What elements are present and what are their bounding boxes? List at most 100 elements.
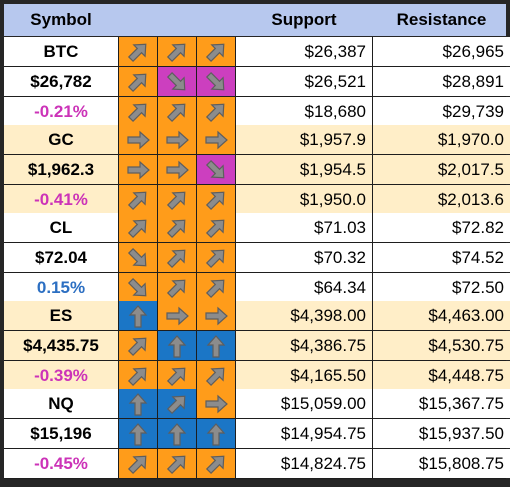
resistance-value: $2,017.5	[373, 155, 510, 184]
arrow-right-icon	[202, 302, 230, 330]
arrow-diag-up-icon	[202, 450, 230, 478]
arrow-right-icon	[163, 156, 191, 184]
support-value: $26,387	[236, 37, 372, 66]
resistance-value: $15,367.75	[373, 389, 510, 418]
last-price: $1,962.3	[4, 155, 118, 184]
trend-cell	[158, 185, 196, 214]
arrow-diag-up-icon	[124, 186, 152, 214]
trend-cell	[119, 449, 157, 478]
arrow-up-icon	[163, 332, 191, 360]
trend-cell	[158, 273, 196, 302]
header-trend-2	[158, 4, 196, 36]
support-value: $70.32	[236, 243, 372, 272]
symbol-group-nq: NQ $15,059.00 $15,367.75 $15,196 $14,954.75 $…	[4, 389, 510, 479]
symbol-group-es: ES $4,398.00 $4,463.00 $4,435.75 $4,386.75 $4…	[4, 301, 510, 391]
trend-cell	[197, 67, 235, 96]
trend-cell	[119, 331, 157, 360]
trend-cell	[197, 185, 235, 214]
arrow-diag-down-icon	[124, 274, 152, 302]
trend-cell	[158, 301, 196, 330]
symbol-group-btc: BTC $26,387 $26,965 $26,782 $26,521 $28,891 -0…	[4, 37, 510, 127]
header-trend-1	[119, 4, 157, 36]
arrow-up-icon	[202, 420, 230, 448]
arrow-diag-up-icon	[202, 214, 230, 242]
percent-change: -0.45%	[4, 449, 118, 478]
trend-cell	[158, 67, 196, 96]
support-value: $4,165.50	[236, 361, 372, 390]
trend-cell	[197, 449, 235, 478]
arrow-diag-up-icon	[202, 38, 230, 66]
trend-cell	[197, 301, 235, 330]
symbol-group-gc: GC $1,957.9 $1,970.0 $1,962.3 $1,954.5 $2,017…	[4, 125, 510, 215]
symbol-name: BTC	[4, 37, 118, 66]
support-value: $71.03	[236, 213, 372, 242]
support-value: $14,824.75	[236, 449, 372, 478]
resistance-value: $29,739	[373, 97, 510, 126]
support-value: $18,680	[236, 97, 372, 126]
trend-cell	[158, 361, 196, 390]
resistance-value: $15,937.50	[373, 419, 510, 448]
trend-cell	[197, 213, 235, 242]
resistance-value: $28,891	[373, 67, 510, 96]
header-trend-3	[197, 4, 235, 36]
percent-change: -0.21%	[4, 97, 118, 126]
header-support: Support	[271, 10, 337, 29]
last-price: $72.04	[4, 243, 118, 272]
arrow-diag-up-icon	[124, 332, 152, 360]
trend-cell	[197, 419, 235, 448]
resistance-value: $4,463.00	[373, 301, 510, 330]
trend-cell	[158, 243, 196, 272]
arrow-diag-up-icon	[202, 244, 230, 272]
arrow-diag-up-icon	[202, 274, 230, 302]
trend-cell	[158, 389, 196, 418]
resistance-value: $15,808.75	[373, 449, 510, 478]
arrow-diag-up-icon	[163, 186, 191, 214]
support-value: $14,954.75	[236, 419, 372, 448]
trend-cell	[119, 37, 157, 66]
arrow-up-icon	[124, 302, 152, 330]
arrow-diag-up-icon	[124, 38, 152, 66]
percent-change: -0.41%	[4, 185, 118, 214]
trend-cell	[197, 155, 235, 184]
support-value: $1,957.9	[236, 125, 372, 154]
support-value: $4,398.00	[236, 301, 372, 330]
resistance-value: $72.82	[373, 213, 510, 242]
support-value: $15,059.00	[236, 389, 372, 418]
trend-cell	[158, 37, 196, 66]
symbol-name: ES	[4, 301, 118, 330]
trend-cell	[119, 213, 157, 242]
support-value: $64.34	[236, 273, 372, 302]
trend-cell	[197, 37, 235, 66]
trend-cell	[119, 361, 157, 390]
trend-cell	[119, 67, 157, 96]
arrow-diag-up-icon	[163, 244, 191, 272]
trend-cell	[119, 125, 157, 154]
trend-cell	[158, 155, 196, 184]
trend-cell	[119, 97, 157, 126]
trend-cell	[119, 185, 157, 214]
trend-cell	[197, 389, 235, 418]
symbol-group-cl: CL $71.03 $72.82 $72.04 $70.32 $74.52 0.15% $64…	[4, 213, 510, 303]
last-price: $4,435.75	[4, 331, 118, 360]
arrow-diag-up-icon	[202, 186, 230, 214]
arrow-diag-up-icon	[124, 98, 152, 126]
trend-cell	[197, 125, 235, 154]
trend-cell	[197, 361, 235, 390]
arrow-diag-up-icon	[163, 214, 191, 242]
header-row: Symbol Support Resistance	[4, 4, 506, 36]
arrow-diag-up-icon	[202, 362, 230, 390]
trend-cell	[119, 301, 157, 330]
trend-cell	[119, 155, 157, 184]
arrow-diag-down-icon	[202, 68, 230, 96]
symbol-name: NQ	[4, 389, 118, 418]
header-resistance: Resistance	[396, 10, 487, 29]
arrow-diag-up-icon	[163, 98, 191, 126]
resistance-value: $2,013.6	[373, 185, 510, 214]
arrow-diag-down-icon	[202, 156, 230, 184]
resistance-value: $1,970.0	[373, 125, 510, 154]
trend-cell	[158, 419, 196, 448]
arrow-diag-up-icon	[124, 214, 152, 242]
trend-cell	[158, 449, 196, 478]
trend-cell	[197, 243, 235, 272]
arrow-diag-up-icon	[163, 274, 191, 302]
